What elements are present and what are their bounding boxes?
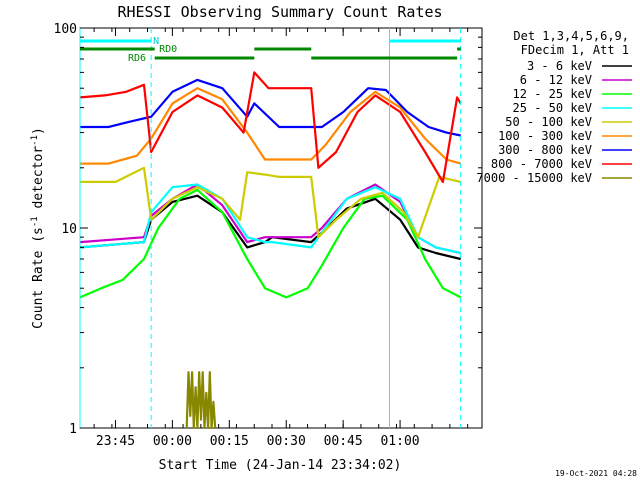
- legend-label-9: 7000 - 15000 keV: [476, 171, 592, 185]
- y-tick-label-2: 10: [61, 222, 77, 237]
- x-axis-label: Start Time (24-Jan-14 23:34:02): [159, 458, 402, 473]
- y-label-part-1: Count Rate (s: [31, 227, 46, 329]
- legend: Det 1,3,4,5,6,9, FDecim 1, Att 1 3 - 6 k…: [476, 29, 632, 185]
- series-line-4: [79, 183, 461, 255]
- series-line-6: [80, 87, 462, 165]
- n-flag-label: N: [153, 36, 159, 47]
- y-axis-label: Count Rate (s-1 detector-1): [30, 127, 46, 329]
- series-line-8: [79, 71, 462, 183]
- legend-label-4: 25 - 50 keV: [513, 101, 592, 115]
- y-ticks: 100 10 1: [54, 22, 482, 437]
- legend-header-1: Det 1,3,4,5,6,9,: [513, 29, 629, 43]
- legend-label-5: 50 - 100 keV: [505, 115, 592, 129]
- rd0-flag-label: RD0: [159, 44, 177, 55]
- x-tick-label-3: 00:15: [210, 434, 249, 449]
- series-line-5: [80, 166, 461, 239]
- legend-header-2: FDecim 1, Att 1: [521, 43, 629, 57]
- y-label-sup-1: -1: [30, 216, 40, 227]
- y-tick-label-1: 100: [54, 22, 77, 37]
- legend-label-2: 6 - 12 keV: [520, 73, 592, 87]
- y-label-part-3: ): [31, 127, 46, 135]
- series-layer: [79, 71, 462, 430]
- series-line-3: [79, 188, 462, 299]
- chart-title: RHESSI Observing Summary Count Rates: [117, 3, 442, 21]
- legend-label-6: 100 - 300 keV: [498, 129, 592, 143]
- y-label-sup-2: -1: [30, 135, 40, 146]
- y-tick-label-3: 1: [69, 422, 77, 437]
- legend-label-1: 3 - 6 keV: [527, 59, 592, 73]
- x-tick-label-6: 01:00: [380, 434, 419, 449]
- footer-date: 19-Oct-2021 04:28: [555, 469, 637, 478]
- legend-label-3: 12 - 25 keV: [513, 87, 592, 101]
- x-tick-label-4: 00:30: [267, 434, 306, 449]
- legend-label-7: 300 - 800 keV: [498, 143, 592, 157]
- x-tick-label-1: 23:45: [96, 434, 135, 449]
- legend-label-8: 800 - 7000 keV: [491, 157, 592, 171]
- series-line-7: [80, 78, 461, 137]
- y-label-part-2: detector: [31, 146, 46, 217]
- rd6-flag-label: RD6: [128, 53, 146, 64]
- x-tick-label-2: 00:00: [153, 434, 192, 449]
- x-ticks: 23:45 00:00 00:15 00:30 00:45 01:00: [93, 28, 469, 449]
- series-line-9: [185, 371, 217, 430]
- x-tick-label-5: 00:45: [324, 434, 363, 449]
